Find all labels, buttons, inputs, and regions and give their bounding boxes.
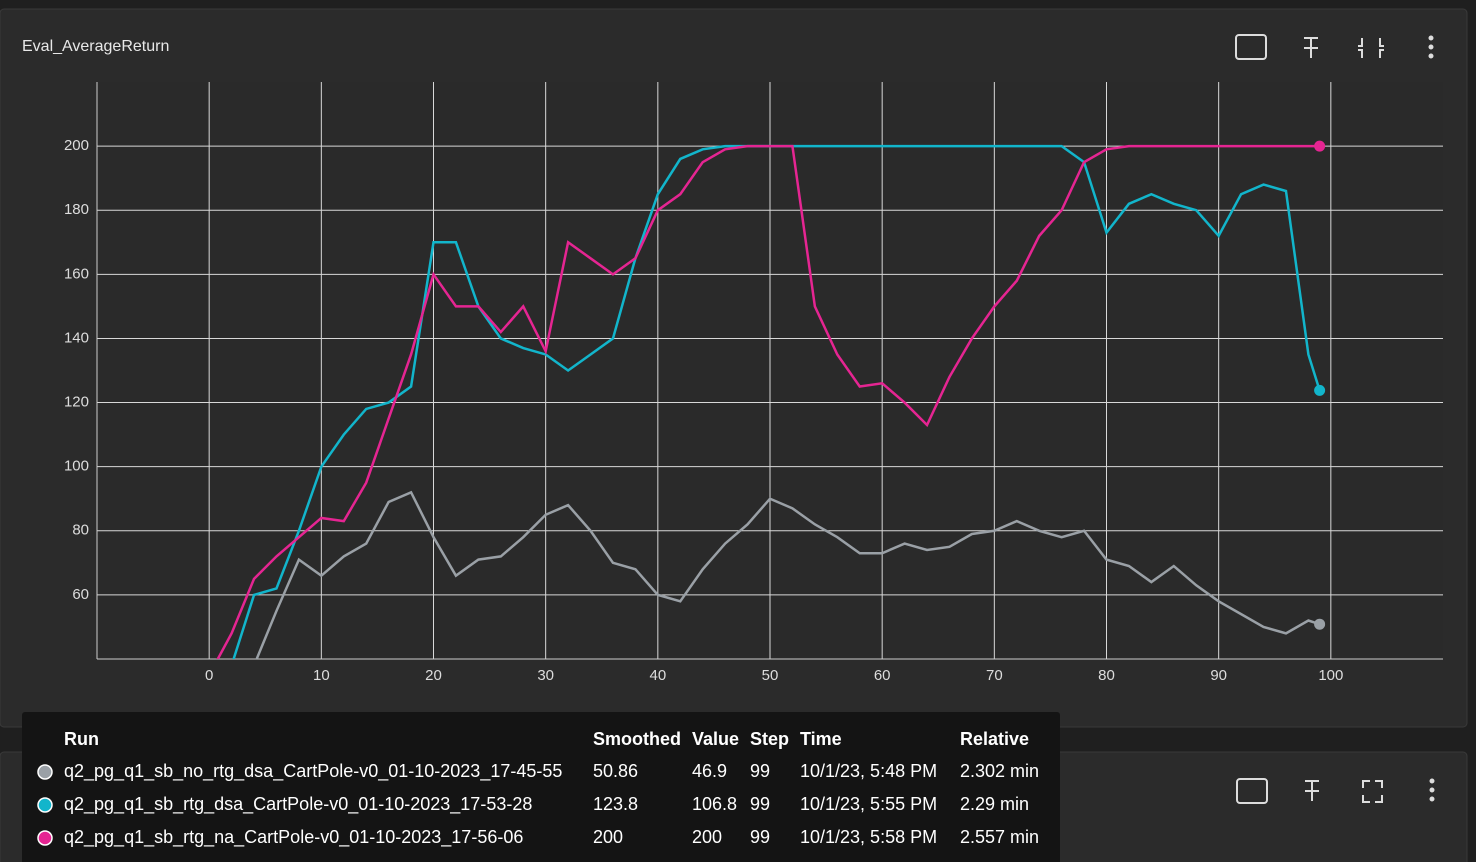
cell: 106.8: [692, 794, 737, 814]
cell: q2_pg_q1_sb_rtg_dsa_CartPole-v0_01-10-20…: [64, 794, 532, 815]
cell: 10/1/23, 5:55 PM: [800, 794, 937, 814]
y-tick-label: 200: [64, 137, 89, 154]
pin-icon[interactable]: [1304, 37, 1318, 58]
cell: 99: [750, 761, 770, 781]
cell: 2.29 min: [960, 794, 1029, 814]
cell: q2_pg_q1_sb_no_rtg_dsa_CartPole-v0_01-10…: [64, 761, 562, 782]
x-tick-label: 80: [1098, 667, 1115, 684]
column-header: Relative: [960, 729, 1029, 749]
collapse-icon[interactable]: [1358, 38, 1384, 58]
cell: 2.302 min: [960, 761, 1039, 781]
y-tick-label: 140: [64, 329, 89, 346]
x-tick-label: 40: [649, 667, 666, 684]
y-tick-label: 160: [64, 265, 89, 282]
end-point: [1314, 140, 1326, 152]
y-tick-label: 60: [72, 586, 89, 603]
cell: 46.9: [692, 761, 727, 781]
series-line: [255, 490, 1321, 659]
cell: 99: [750, 827, 770, 847]
cell: 2.557 min: [960, 827, 1039, 847]
cell: 10/1/23, 5:48 PM: [800, 761, 937, 781]
legend-swatch: [37, 830, 53, 846]
end-point: [1314, 384, 1326, 396]
column-header: Run: [64, 729, 99, 749]
cell: 10/1/23, 5:58 PM: [800, 827, 937, 847]
chart-title: Eval_AverageReturn: [22, 38, 169, 55]
cell: 99: [750, 794, 770, 814]
y-tick-label: 80: [72, 522, 89, 539]
y-tick-label: 120: [64, 394, 89, 411]
tooltip: [22, 712, 1060, 862]
cell: q2_pg_q1_sb_rtg_na_CartPole-v0_01-10-202…: [64, 827, 523, 848]
cell: 200: [593, 827, 623, 847]
x-tick-label: 10: [313, 667, 330, 684]
legend-swatch: [37, 764, 53, 780]
x-tick-label: 100: [1318, 667, 1343, 684]
column-header: Time: [800, 729, 842, 749]
x-tick-label: 70: [986, 667, 1003, 684]
series-line: [216, 144, 1320, 659]
fit-icon[interactable]: [1235, 34, 1267, 60]
column-header: Step: [750, 729, 789, 749]
x-tick-label: 30: [537, 667, 554, 684]
x-tick-label: 50: [762, 667, 779, 684]
legend-swatch: [37, 797, 53, 813]
x-tick-label: 90: [1210, 667, 1227, 684]
column-header: Value: [692, 729, 739, 749]
cell: 123.8: [593, 794, 638, 814]
column-header: Smoothed: [593, 729, 681, 749]
toolbar[interactable]: [1235, 34, 1435, 804]
cell: 200: [692, 827, 722, 847]
x-tick-label: 20: [425, 667, 442, 684]
y-tick-label: 180: [64, 201, 89, 218]
cell: 50.86: [593, 761, 638, 781]
x-tick-label: 60: [874, 667, 891, 684]
x-tick-label: 0: [205, 667, 213, 684]
y-tick-label: 100: [64, 458, 89, 475]
end-point: [1314, 618, 1326, 630]
